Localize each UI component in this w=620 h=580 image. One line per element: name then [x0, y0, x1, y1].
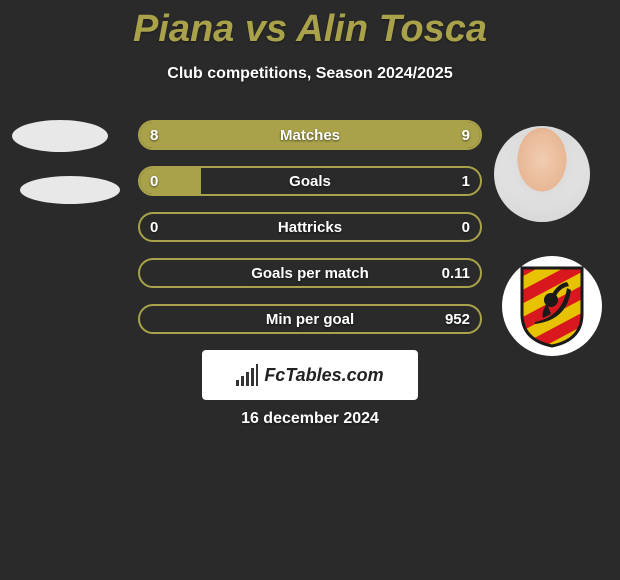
player-left-avatar-2	[20, 176, 120, 204]
stat-value-right: 0	[462, 214, 470, 240]
bar-chart-icon	[236, 364, 258, 386]
fctables-link[interactable]: FcTables.com	[202, 350, 418, 400]
subtitle: Club competitions, Season 2024/2025	[0, 65, 620, 83]
stat-label: Matches	[140, 122, 480, 148]
stat-row-hattricks: 0 Hattricks 0	[138, 212, 482, 242]
stat-label: Goals	[140, 168, 480, 194]
club-crest-right	[502, 256, 602, 356]
stat-row-goals-per-match: Goals per match 0.11	[138, 258, 482, 288]
stats-container: 8 Matches 9 0 Goals 1 0 Hattricks 0 Goal…	[138, 120, 482, 350]
page-title: Piana vs Alin Tosca	[0, 0, 620, 51]
player-right-avatar	[494, 126, 590, 222]
stat-row-matches: 8 Matches 9	[138, 120, 482, 150]
date-text: 16 december 2024	[0, 410, 620, 428]
stat-label: Min per goal	[140, 306, 480, 332]
stat-value-right: 0.11	[442, 260, 470, 286]
crest-icon	[517, 264, 587, 348]
stat-label: Hattricks	[140, 214, 480, 240]
stat-value-right: 9	[462, 122, 470, 148]
logo-text: FcTables.com	[264, 365, 383, 386]
stat-row-goals: 0 Goals 1	[138, 166, 482, 196]
player-left-avatar-1	[12, 120, 108, 152]
stat-row-min-per-goal: Min per goal 952	[138, 304, 482, 334]
stat-value-right: 952	[445, 306, 470, 332]
stat-value-right: 1	[462, 168, 470, 194]
stat-label: Goals per match	[140, 260, 480, 286]
